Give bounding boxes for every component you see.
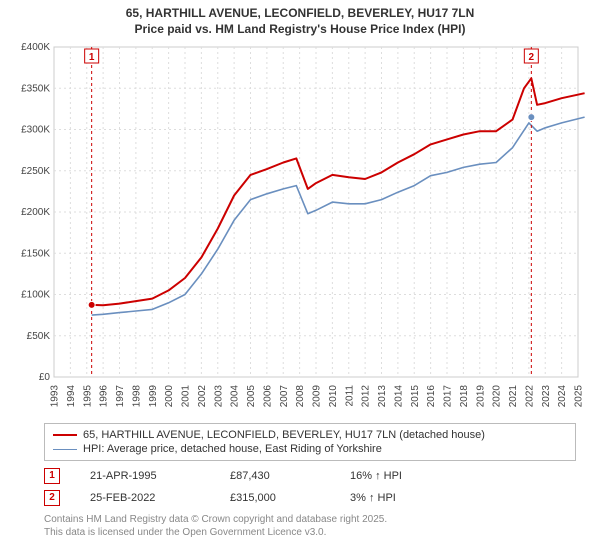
marker-number: 1: [44, 468, 60, 484]
svg-text:£250K: £250K: [21, 166, 50, 177]
marker-row: 2 25-FEB-2022 £315,000 3% ↑ HPI: [44, 487, 576, 509]
svg-text:2: 2: [529, 52, 535, 63]
svg-text:2023: 2023: [541, 385, 552, 408]
svg-text:2017: 2017: [443, 385, 454, 408]
marker-delta: 3% ↑ HPI: [350, 492, 396, 504]
svg-text:£400K: £400K: [21, 42, 50, 53]
marker-delta: 16% ↑ HPI: [350, 470, 402, 482]
svg-text:2013: 2013: [377, 385, 388, 408]
chart-area: £0 £50K £100K £150K £200K £250K £300K £350K £400…: [10, 39, 590, 419]
legend-item: HPI: Average price, detached house, East…: [53, 442, 567, 456]
title-line1: 65, HARTHILL AVENUE, LECONFIELD, BEVERLE…: [0, 6, 600, 22]
marker-date: 21-APR-1995: [90, 470, 200, 482]
marker-price: £315,000: [230, 492, 320, 504]
svg-text:2005: 2005: [246, 385, 257, 408]
svg-text:£50K: £50K: [27, 331, 51, 342]
svg-text:£0: £0: [39, 372, 51, 383]
legend-label: HPI: Average price, detached house, East…: [83, 443, 382, 455]
svg-text:2020: 2020: [492, 385, 503, 408]
chart-title: 65, HARTHILL AVENUE, LECONFIELD, BEVERLE…: [0, 0, 600, 39]
svg-text:1: 1: [89, 52, 95, 63]
chart-svg: £0 £50K £100K £150K £200K £250K £300K £350K £400…: [10, 39, 590, 419]
svg-text:2008: 2008: [295, 385, 306, 408]
svg-text:£100K: £100K: [21, 290, 50, 301]
svg-text:2014: 2014: [393, 385, 404, 408]
svg-text:1996: 1996: [99, 385, 110, 408]
svg-text:1993: 1993: [50, 385, 61, 408]
marker-price: £87,430: [230, 470, 320, 482]
svg-text:2009: 2009: [312, 385, 323, 408]
attribution: Contains HM Land Registry data © Crown c…: [44, 513, 576, 539]
legend-swatch: [53, 434, 77, 436]
title-line2: Price paid vs. HM Land Registry's House …: [0, 22, 600, 38]
legend-item: 65, HARTHILL AVENUE, LECONFIELD, BEVERLE…: [53, 428, 567, 442]
svg-text:1994: 1994: [66, 385, 77, 408]
svg-text:2018: 2018: [459, 385, 470, 408]
svg-text:2003: 2003: [213, 385, 224, 408]
svg-text:2024: 2024: [557, 385, 568, 408]
svg-text:2006: 2006: [262, 385, 273, 408]
svg-text:2019: 2019: [475, 385, 486, 408]
svg-text:1997: 1997: [115, 385, 126, 408]
legend-label: 65, HARTHILL AVENUE, LECONFIELD, BEVERLE…: [83, 429, 485, 441]
svg-text:2002: 2002: [197, 385, 208, 408]
legend: 65, HARTHILL AVENUE, LECONFIELD, BEVERLE…: [44, 423, 576, 461]
svg-text:£200K: £200K: [21, 207, 50, 218]
marker-row: 1 21-APR-1995 £87,430 16% ↑ HPI: [44, 465, 576, 487]
marker-date: 25-FEB-2022: [90, 492, 200, 504]
svg-text:2004: 2004: [230, 385, 241, 408]
svg-text:2010: 2010: [328, 385, 339, 408]
svg-text:£150K: £150K: [21, 248, 50, 259]
svg-text:2015: 2015: [410, 385, 421, 408]
marker-number: 2: [44, 490, 60, 506]
svg-text:2022: 2022: [524, 385, 535, 408]
svg-text:1999: 1999: [148, 385, 159, 408]
svg-text:£350K: £350K: [21, 83, 50, 94]
svg-text:2001: 2001: [181, 385, 192, 408]
svg-text:2007: 2007: [279, 385, 290, 408]
svg-text:2025: 2025: [574, 385, 585, 408]
svg-text:2016: 2016: [426, 385, 437, 408]
svg-text:2012: 2012: [361, 385, 372, 408]
svg-text:2000: 2000: [164, 385, 175, 408]
svg-text:1995: 1995: [82, 385, 93, 408]
legend-swatch: [53, 449, 77, 450]
svg-text:2011: 2011: [344, 385, 355, 407]
attribution-line2: This data is licensed under the Open Gov…: [44, 526, 576, 539]
svg-text:2021: 2021: [508, 385, 519, 408]
attribution-line1: Contains HM Land Registry data © Crown c…: [44, 513, 576, 526]
svg-text:£300K: £300K: [21, 125, 50, 136]
marker-table: 1 21-APR-1995 £87,430 16% ↑ HPI 2 25-FEB-2022…: [44, 465, 576, 509]
svg-text:1998: 1998: [131, 385, 142, 408]
